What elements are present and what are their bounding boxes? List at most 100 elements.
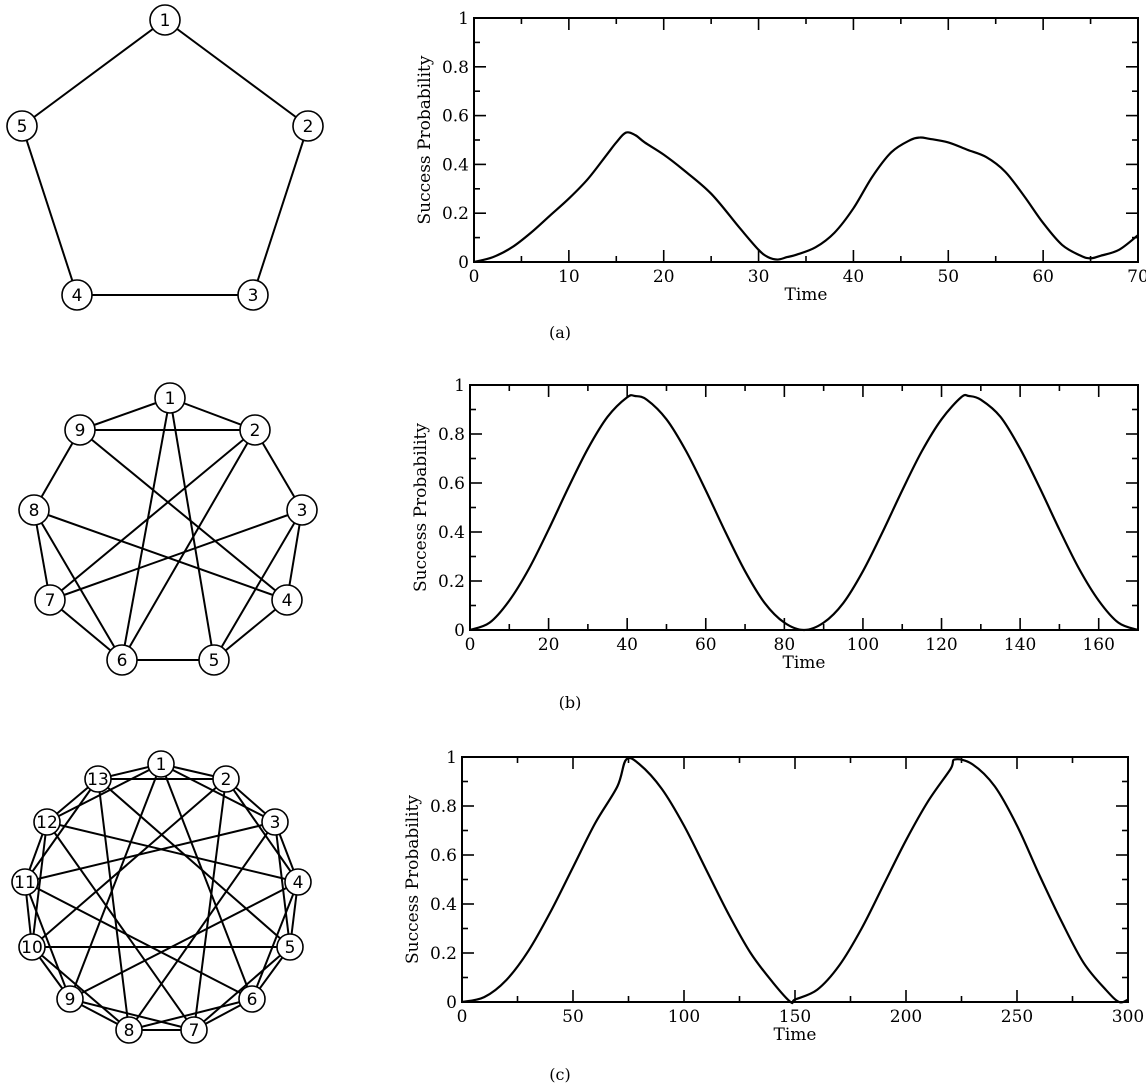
node-label: 12: [36, 813, 58, 833]
graph-edge: [21, 19, 166, 127]
graph-node: 12: [33, 808, 61, 836]
plot-frame: [461, 756, 1129, 1003]
graph-edge: [79, 397, 171, 431]
graph-edge: [24, 881, 71, 1000]
graph-edge: [274, 821, 291, 948]
x-tick-label: 0: [469, 267, 480, 287]
y-tick-label: 0.8: [438, 425, 465, 445]
node-circle: [64, 414, 96, 446]
charts-layer: 0 10 20 30 40 50 60 7000.20.40.60.81TimeSuccess…: [403, 9, 1146, 1084]
graph-edge: [31, 946, 130, 1031]
graph-edge: [49, 509, 303, 601]
x-tick-label: 100: [847, 635, 879, 655]
node-label: 6: [247, 990, 258, 1010]
x-tick-label: 120: [925, 635, 957, 655]
x-axis-title: Time: [774, 1025, 817, 1045]
y-tick-label: 0.8: [430, 797, 457, 817]
y-tick-label: 0: [458, 253, 469, 273]
graph-edge: [213, 509, 303, 661]
node-circle: [147, 750, 175, 778]
graph-edge: [46, 821, 299, 883]
y-axis-title: Success Probability: [415, 55, 435, 224]
plot-frame: [473, 17, 1139, 263]
y-tick-label: 0.4: [438, 523, 465, 543]
y-tick-label: 0: [446, 993, 457, 1013]
node-label: 4: [282, 591, 293, 611]
graph-node: 3: [261, 808, 289, 836]
node-circle: [18, 933, 46, 961]
node-circle: [238, 985, 266, 1013]
graph-edge: [69, 881, 299, 1000]
graph-edge: [121, 397, 171, 661]
x-tick-label: 40: [843, 267, 865, 287]
node-label: 10: [21, 938, 43, 958]
graph-edge: [49, 429, 256, 601]
y-tick-label: 0.6: [438, 474, 465, 494]
node-circle: [61, 279, 93, 311]
graph-node: 13: [84, 765, 112, 793]
node-circle: [237, 279, 269, 311]
chart-a: 0 10 20 30 40 50 60 70 0 0.2 0.4 0.6 0.8 1 Time Success…: [415, 9, 1146, 342]
graph-1: 1 2 3 4 5: [6, 4, 324, 311]
node-label: 7: [45, 591, 56, 611]
graph-node: 4: [61, 279, 93, 311]
node-circle: [18, 494, 50, 526]
graph-edge: [193, 778, 227, 1031]
y-tick-label: 0.4: [442, 155, 469, 175]
graph-edge: [69, 998, 195, 1031]
graph-edge: [128, 821, 276, 1031]
node-label: 11: [14, 873, 36, 893]
node-label: 1: [160, 11, 171, 31]
node-circle: [271, 584, 303, 616]
graph-node: 11: [11, 868, 39, 896]
y-axis-title: Success Probability: [411, 423, 431, 592]
node-circle: [292, 110, 324, 142]
node-label: 6: [117, 651, 128, 671]
y-tick-label: 0.8: [442, 58, 469, 78]
y-tick-label: 0.2: [438, 572, 465, 592]
series-line: [461, 756, 1129, 1005]
graph-edge: [169, 397, 215, 661]
x-tick-label: 0: [457, 1007, 468, 1027]
x-axis-title: Time: [785, 285, 828, 305]
node-circle: [115, 1016, 143, 1044]
graph-node: 4: [284, 868, 312, 896]
graph-node: 5: [198, 644, 230, 676]
x-tick-label: 100: [668, 1007, 700, 1027]
node-label: 5: [17, 117, 28, 137]
y-tick-label: 0: [454, 621, 465, 641]
series-line: [473, 131, 1139, 264]
node-circle: [180, 1016, 208, 1044]
graph-node: 7: [34, 584, 66, 616]
node-label: 7: [189, 1021, 200, 1041]
node-label: 9: [75, 421, 86, 441]
node-label: 8: [29, 501, 40, 521]
x-axis-title: Time: [783, 653, 826, 673]
node-circle: [33, 808, 61, 836]
graph-edge: [160, 763, 276, 823]
node-circle: [284, 868, 312, 896]
node-label: 2: [250, 421, 261, 441]
graph-node: 8: [115, 1016, 143, 1044]
graph-node: 10: [18, 933, 46, 961]
x-tick-label: 250: [1001, 1007, 1033, 1027]
node-label: 13: [87, 770, 109, 790]
graph-edge: [33, 509, 288, 601]
node-label: 9: [65, 990, 76, 1010]
node-circle: [154, 382, 186, 414]
graph-node: 1: [147, 750, 175, 778]
chart-caption: (c): [549, 1065, 570, 1084]
x-tick-label: 160: [1082, 635, 1114, 655]
y-tick-label: 1: [454, 376, 465, 396]
graph-edge: [193, 946, 291, 1031]
graph-node: 6: [238, 985, 266, 1013]
x-tick-label: 80: [774, 635, 796, 655]
graph-edge: [252, 125, 309, 296]
x-tick-label: 150: [779, 1007, 811, 1027]
y-tick-label: 0.2: [430, 944, 457, 964]
chart-b: 0 20 40 60 80 100 120 140 160 0 0.2 0.4 0.6 0.8 1 Time S…: [411, 376, 1139, 712]
x-tick-label: 40: [616, 635, 638, 655]
